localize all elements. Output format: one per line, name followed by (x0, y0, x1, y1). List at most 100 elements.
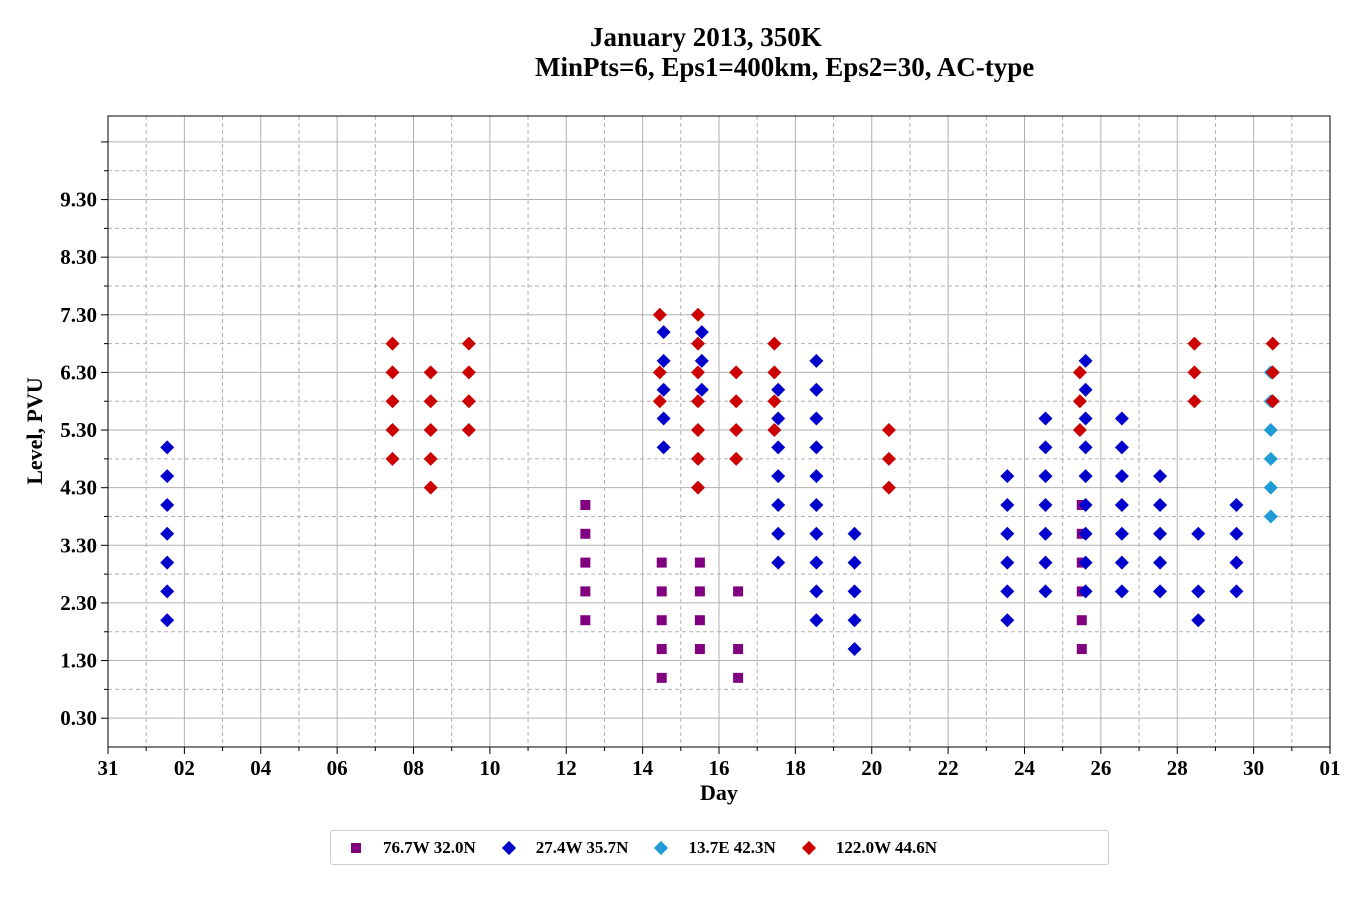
data-point (847, 555, 862, 570)
y-tick-label: 1.30 (60, 649, 97, 673)
data-point (767, 423, 782, 438)
data-point (694, 325, 709, 340)
x-tick-label: 02 (174, 756, 195, 780)
data-point (847, 642, 862, 657)
legend-label: 13.7E 42.3N (688, 837, 776, 857)
data-point (385, 365, 400, 380)
data-point (580, 499, 591, 510)
data-point (881, 423, 896, 438)
x-axis-label: Day (700, 780, 738, 805)
data-point (1072, 423, 1087, 438)
data-point (423, 480, 438, 495)
data-point (1000, 613, 1015, 628)
data-point (809, 497, 824, 512)
data-point (733, 644, 744, 655)
data-points (160, 307, 1280, 683)
data-point (1000, 584, 1015, 599)
data-point (690, 336, 705, 351)
data-point (809, 353, 824, 368)
x-tick-label: 04 (250, 756, 272, 780)
data-point (1038, 555, 1053, 570)
data-point (1078, 411, 1093, 426)
x-tick-label: 01 (1320, 756, 1341, 780)
data-point (729, 365, 744, 380)
data-point (656, 325, 671, 340)
legend-item: 13.7E 42.3N (638, 837, 776, 858)
chart-title: January 2013, 350K (590, 22, 822, 52)
data-point (1072, 365, 1087, 380)
data-point (1229, 584, 1244, 599)
x-tick-label: 28 (1167, 756, 1188, 780)
y-tick-label: 9.30 (60, 188, 97, 212)
y-tick-label: 8.30 (60, 245, 97, 269)
data-point (1078, 555, 1093, 570)
data-point (385, 394, 400, 409)
data-point (771, 469, 786, 484)
data-point (652, 307, 667, 322)
data-point (1038, 469, 1053, 484)
data-point (580, 586, 591, 597)
data-point (160, 613, 175, 628)
data-point (729, 451, 744, 466)
data-point (423, 451, 438, 466)
data-point (690, 307, 705, 322)
x-tick-label: 08 (403, 756, 424, 780)
data-point (423, 365, 438, 380)
x-tick-label: 31 (98, 756, 119, 780)
data-point (1078, 440, 1093, 455)
data-point (1114, 526, 1129, 541)
legend-label: 76.7W 32.0N (383, 837, 476, 857)
data-point (809, 613, 824, 628)
data-point (733, 672, 744, 683)
y-tick-label: 0.30 (60, 706, 97, 730)
data-point (809, 469, 824, 484)
legend-item: 76.7W 32.0N (333, 838, 476, 858)
data-point (1187, 336, 1202, 351)
data-point (423, 423, 438, 438)
data-point (1229, 526, 1244, 541)
legend-diamond-marker-icon (801, 840, 816, 855)
data-point (729, 423, 744, 438)
data-point (771, 555, 786, 570)
data-point (1114, 584, 1129, 599)
data-point (690, 423, 705, 438)
x-tick-label: 30 (1243, 756, 1264, 780)
data-point (1038, 497, 1053, 512)
data-point (847, 526, 862, 541)
data-point (1191, 584, 1206, 599)
data-point (733, 586, 744, 597)
data-point (771, 497, 786, 512)
x-tick-label: 18 (785, 756, 806, 780)
data-point (1263, 509, 1278, 524)
data-point (1078, 469, 1093, 484)
data-point (1187, 394, 1202, 409)
data-point (1114, 440, 1129, 455)
data-point (771, 411, 786, 426)
legend-square-marker-icon (351, 842, 361, 853)
y-tick-label: 5.30 (60, 418, 97, 442)
data-point (881, 480, 896, 495)
data-point (1265, 394, 1280, 409)
x-tick-label: 12 (556, 756, 577, 780)
data-point (694, 644, 705, 655)
data-point (767, 365, 782, 380)
data-point (461, 394, 476, 409)
data-point (1191, 526, 1206, 541)
data-point (1078, 584, 1093, 599)
data-point (656, 411, 671, 426)
data-point (580, 615, 591, 626)
data-point (1000, 497, 1015, 512)
x-tick-label: 26 (1090, 756, 1111, 780)
data-point (1153, 497, 1168, 512)
data-point (1078, 497, 1093, 512)
data-point (656, 644, 667, 655)
data-point (1114, 411, 1129, 426)
data-point (690, 365, 705, 380)
data-point (656, 615, 667, 626)
data-point (1114, 497, 1129, 512)
data-point (1153, 584, 1168, 599)
data-point (771, 382, 786, 397)
data-point (1229, 497, 1244, 512)
data-point (1153, 526, 1168, 541)
data-point (656, 557, 667, 568)
